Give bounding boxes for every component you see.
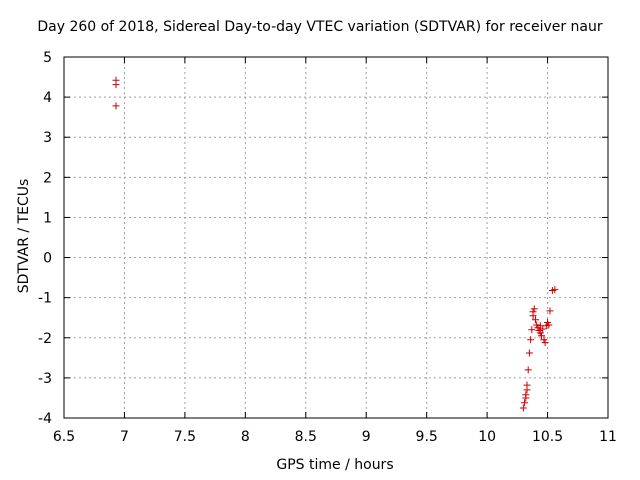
data-point	[539, 325, 547, 333]
data-point	[528, 326, 536, 334]
x-tick-label: 8	[241, 429, 250, 445]
data-point	[546, 307, 554, 315]
data-point	[522, 391, 530, 399]
x-tick-label: 8.5	[295, 429, 317, 445]
x-tick-label: 9	[362, 429, 371, 445]
chart-title: Day 260 of 2018, Sidereal Day-to-day VTE…	[37, 19, 603, 35]
x-tick-label: 11	[599, 429, 617, 445]
data-point	[523, 381, 531, 389]
y-axis-label: SDTVAR / TECUs	[16, 178, 32, 294]
y-tick-label: 0	[43, 251, 52, 267]
data-point	[519, 404, 527, 412]
y-tick-label: -2	[38, 331, 52, 347]
x-tick-label: 7	[120, 429, 129, 445]
data-point	[525, 349, 533, 357]
y-tick-label: -1	[38, 291, 52, 307]
x-tick-label: 10	[478, 429, 496, 445]
data-point	[531, 316, 539, 324]
data-point	[530, 305, 538, 313]
x-tick-label: 7.5	[174, 429, 196, 445]
y-tick-label: 4	[43, 90, 52, 106]
x-tick-label: 9.5	[416, 429, 438, 445]
x-tick-label: 10.5	[532, 429, 563, 445]
data-point	[112, 102, 120, 110]
data-point	[551, 286, 559, 294]
data-point	[527, 336, 535, 344]
y-tick-label: -3	[38, 371, 52, 387]
y-tick-label: 5	[43, 50, 52, 66]
data-point	[521, 399, 529, 407]
y-tick-label: -4	[38, 411, 52, 427]
x-tick-label: 6.5	[53, 429, 75, 445]
y-tick-label: 2	[43, 170, 52, 186]
data-point	[524, 366, 532, 374]
data-point	[545, 321, 553, 329]
x-axis-label: GPS time / hours	[276, 457, 394, 473]
data-point	[112, 81, 120, 89]
data-point	[541, 339, 549, 347]
plot-frame	[63, 56, 609, 419]
data-point	[538, 332, 546, 340]
y-tick-label: 1	[43, 210, 52, 226]
y-tick-label: 3	[43, 130, 52, 146]
